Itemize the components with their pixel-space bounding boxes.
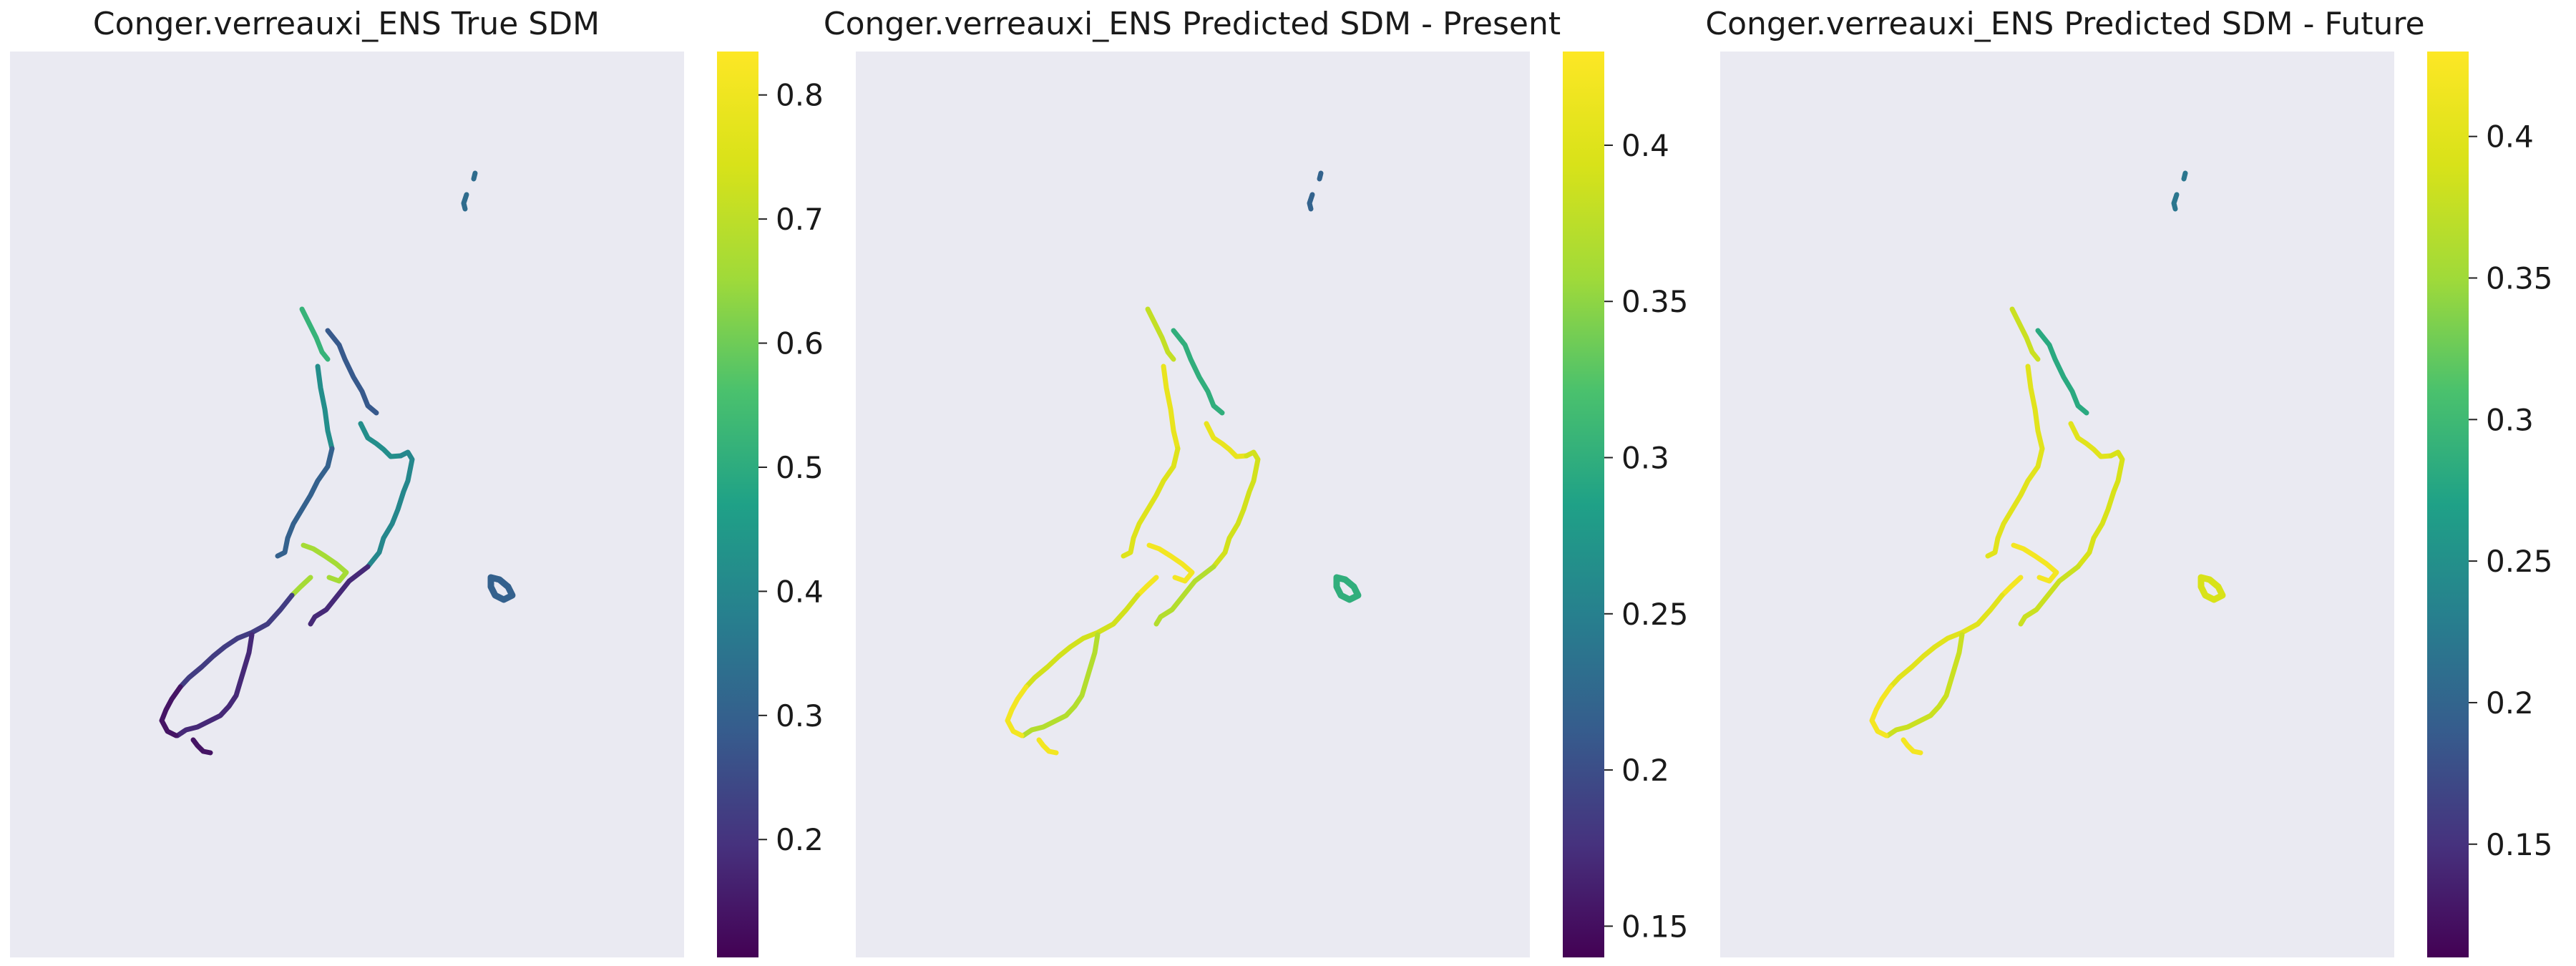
region-fiordland-southland-0 (159, 684, 183, 738)
panel-title: Conger.verreauxi_ENS True SDM (93, 6, 600, 42)
region-chatham-islands (487, 574, 516, 603)
region-east-cape-hawkes-bay (365, 449, 415, 570)
colorbar-tick-label: 0.25 (2486, 544, 2553, 579)
region-cook-strait-0 (1146, 542, 1195, 584)
coastline-map (159, 170, 516, 756)
region-canterbury-otago-0 (2018, 564, 2081, 627)
colorbar-tick-label: 0.2 (2486, 686, 2534, 721)
region-northland-east (1171, 328, 1225, 416)
panel-predicted-present: Conger.verreauxi_ENS Predicted SDM - Pre… (824, 6, 1689, 957)
colorbar-tick-label: 0.5 (776, 450, 824, 485)
region-northland-east (325, 328, 379, 416)
colorbar-tick-label: 0.2 (1621, 753, 1669, 788)
region-canterbury-otago-1 (175, 632, 255, 738)
region-canterbury-otago-1 (1020, 632, 1101, 738)
region-cook-strait-1 (1135, 575, 1159, 598)
region-fiordland-southland-1 (1901, 737, 1923, 756)
region-west-coast-south-island (177, 592, 295, 690)
region-chatham-islands (2197, 574, 2226, 603)
region-cook-strait-1 (1999, 575, 2024, 598)
colorbar-tick-label: 0.35 (1621, 284, 1689, 319)
region-taranaki-manawatu (1985, 446, 2045, 559)
region-fiordland-southland-0 (1869, 684, 1893, 738)
region-fiordland-southland-0 (1005, 684, 1029, 738)
region-waikato-bay-of-plenty-0 (1161, 364, 1181, 452)
coastline-map (1005, 170, 1362, 756)
colorbar-tick-label: 0.8 (776, 78, 824, 113)
map-area (10, 52, 684, 957)
region-canterbury-otago-1 (1885, 632, 1965, 738)
colorbar-ticks: 0.2 0.3 0.4 0.5 0.6 0.7 0.8 (758, 78, 824, 857)
colorbar-tick-label: 0.4 (2486, 119, 2534, 155)
map-area (856, 52, 1530, 957)
panel-title: Conger.verreauxi_ENS Predicted SDM - Pre… (824, 6, 1561, 42)
colorbar-ticks: 0.15 0.2 0.25 0.3 0.35 0.4 (1604, 128, 1689, 944)
colorbar-tick-label: 0.4 (776, 574, 824, 609)
region-canterbury-otago-0 (1153, 564, 1216, 627)
region-fiordland-southland-1 (190, 737, 213, 756)
region-waikato-bay-of-plenty-0 (2025, 364, 2045, 452)
colorbar-tick-label: 0.3 (2486, 402, 2534, 437)
region-fiordland-southland-1 (1036, 737, 1059, 756)
region-chatham-islands (1333, 574, 1362, 603)
region-east-cape-hawkes-bay (1211, 449, 1261, 570)
region-northland-east (2035, 328, 2089, 416)
region-far-north-islands-1 (1307, 192, 1315, 212)
region-cook-strait-0 (2011, 542, 2059, 584)
colorbar-tick-label: 0.3 (776, 698, 824, 733)
colorbar-ticks: 0.15 0.2 0.25 0.3 0.35 0.4 (2469, 119, 2553, 862)
colorbar (2427, 52, 2469, 957)
region-west-coast-south-island (1023, 592, 1141, 690)
region-taranaki-manawatu (1121, 446, 1181, 559)
colorbar-tick-label: 0.4 (1621, 128, 1669, 163)
region-northland-west (299, 306, 331, 362)
region-far-north-islands-1 (461, 192, 469, 212)
region-west-coast-south-island (1888, 592, 2005, 690)
region-cook-strait-1 (289, 575, 313, 598)
region-far-north-islands-0 (2181, 170, 2188, 182)
region-far-north-islands-0 (1317, 170, 1324, 182)
region-waikato-bay-of-plenty-1 (2068, 421, 2114, 459)
colorbar-tick-label: 0.3 (1621, 441, 1669, 476)
map-area (1720, 52, 2394, 957)
colorbar-tick-label: 0.35 (2486, 261, 2553, 296)
region-taranaki-manawatu (275, 446, 335, 559)
region-canterbury-otago-0 (308, 564, 371, 627)
colorbar (1563, 52, 1604, 957)
colorbar (717, 52, 758, 957)
region-waikato-bay-of-plenty-1 (1204, 421, 1249, 459)
region-northland-west (2009, 306, 2041, 362)
panel-title: Conger.verreauxi_ENS Predicted SDM - Fut… (1705, 6, 2424, 42)
region-cook-strait-0 (301, 542, 349, 584)
region-far-north-islands-0 (471, 170, 478, 182)
region-east-cape-hawkes-bay (2075, 449, 2125, 570)
panel-predicted-future: Conger.verreauxi_ENS Predicted SDM - Fut… (1705, 6, 2553, 957)
colorbar-tick-label: 0.15 (2486, 827, 2553, 862)
colorbar-tick-label: 0.6 (776, 326, 824, 361)
coastline-map (1869, 170, 2226, 756)
region-waikato-bay-of-plenty-0 (315, 364, 335, 452)
colorbar-tick-label: 0.2 (776, 822, 824, 857)
region-waikato-bay-of-plenty-1 (358, 421, 404, 459)
colorbar-tick-label: 0.25 (1621, 597, 1689, 632)
region-far-north-islands-1 (2171, 192, 2180, 212)
colorbar-tick-label: 0.15 (1621, 909, 1689, 944)
panel-true-sdm: Conger.verreauxi_ENS True SDM 0.20.30.40… (10, 6, 824, 957)
region-northland-west (1145, 306, 1176, 362)
colorbar-tick-label: 0.7 (776, 202, 824, 237)
